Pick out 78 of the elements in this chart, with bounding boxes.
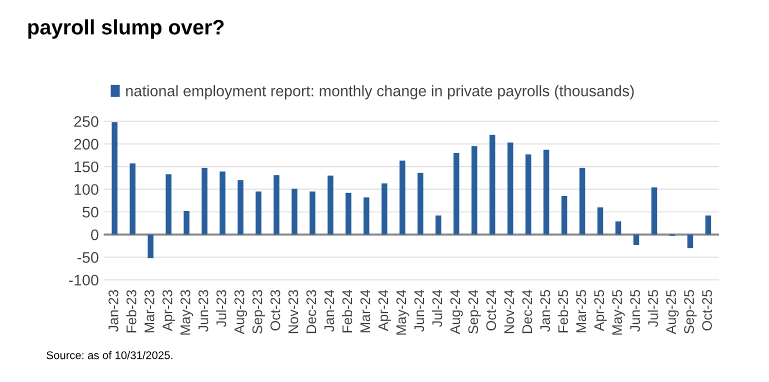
bar [651, 187, 658, 235]
bar [292, 188, 298, 235]
chart-title: payroll slump over? [28, 19, 224, 39]
x-tick-label: Jan-24 [324, 290, 334, 332]
x-tick-label: Jul-24 [432, 290, 442, 328]
x-tick-label: May-24 [396, 290, 409, 335]
bar [274, 175, 280, 235]
x-tick-label: Sep-23 [252, 290, 265, 334]
x-tick-label: Apr-24 [378, 290, 391, 332]
x-tick-label: Sep-24 [468, 290, 481, 334]
bar [507, 142, 514, 235]
x-tick-label: Oct-24 [486, 290, 496, 330]
y-tick-label: 100 [74, 184, 98, 195]
bar [615, 221, 622, 235]
bar [579, 168, 586, 235]
bar [400, 160, 406, 235]
bar [184, 210, 190, 235]
x-tick-label: May-23 [180, 290, 194, 335]
x-tick-label: Feb-23 [126, 290, 136, 332]
bar [418, 172, 424, 235]
x-tick-label: Aug-25 [666, 290, 679, 334]
bar [687, 234, 694, 248]
legend-label: national employment report: monthly change in private payrolls (thousands) [126, 85, 634, 100]
y-tick-label: 150 [74, 161, 98, 172]
bar [148, 234, 154, 258]
y-tick-label: 250 [74, 116, 98, 127]
x-tick-label: Nov-24 [504, 290, 514, 334]
x-tick-label: Mar-23 [144, 290, 154, 332]
x-tick-label: May-25 [612, 290, 625, 335]
bar [202, 168, 208, 235]
x-tick-label: Dec-23 [306, 290, 316, 334]
y-tick-label: -50 [78, 252, 98, 263]
y-tick-label: 50 [82, 206, 98, 218]
x-tick-label: Mar-24 [360, 290, 370, 332]
x-tick-label: Jun-25 [630, 290, 640, 332]
y-tick-label: 200 [74, 138, 98, 150]
bar [597, 207, 604, 235]
bar [382, 183, 388, 235]
bar [364, 197, 370, 235]
x-tick-label: Feb-24 [342, 290, 352, 332]
x-tick-label: Jul-25 [648, 290, 658, 328]
bar [454, 152, 460, 235]
x-tick-label: Sep-25 [684, 290, 697, 334]
x-tick-label: Dec-24 [522, 290, 532, 334]
bar [525, 154, 532, 235]
source-note: Source: as of 10/31/2025. [46, 351, 172, 360]
bar [436, 216, 442, 235]
bar [705, 216, 712, 235]
x-tick-label: Oct-25 [702, 290, 712, 330]
x-tick-label: Aug-24 [450, 290, 463, 334]
bar [346, 192, 352, 235]
bar [328, 176, 334, 235]
bar [130, 163, 136, 235]
x-tick-label: Jun-23 [198, 290, 208, 332]
x-tick-label: Jan-23 [108, 290, 118, 332]
bar [489, 134, 496, 235]
bar [256, 191, 262, 235]
y-tick-label: 0 [91, 229, 98, 240]
x-tick-label: Mar-25 [576, 290, 586, 332]
x-tick-label: Feb-25 [558, 290, 568, 332]
x-tick-label: Apr-25 [594, 290, 607, 332]
bar [471, 146, 478, 235]
bar [166, 174, 172, 235]
bar [238, 180, 244, 235]
bar [561, 196, 568, 235]
x-tick-label: Jan-25 [540, 290, 550, 332]
x-tick-label: Aug-23 [234, 290, 247, 334]
x-tick-label: Nov-23 [288, 290, 298, 334]
x-tick-label: Jul-23 [216, 290, 226, 328]
bar [543, 150, 550, 235]
bar [310, 191, 316, 235]
bar [633, 234, 640, 245]
bar [220, 172, 226, 235]
bar [112, 122, 118, 235]
x-tick-label: Oct-23 [270, 290, 280, 330]
x-tick-label: Apr-23 [162, 290, 176, 332]
y-tick-label: -100 [69, 274, 98, 286]
x-tick-label: Jun-24 [414, 290, 424, 332]
